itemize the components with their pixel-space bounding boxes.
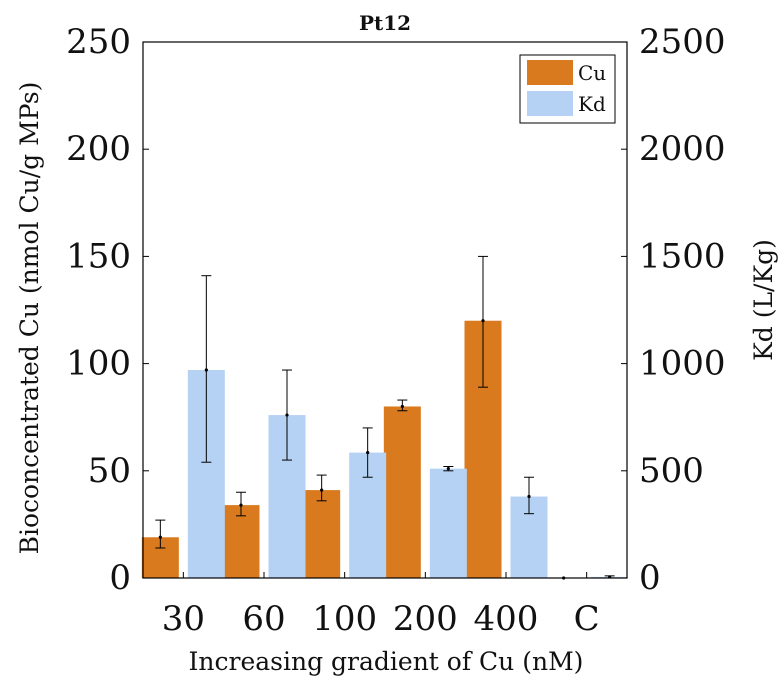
x-tick-label: 200 — [393, 599, 458, 639]
errorbar-cu-100 — [316, 474, 327, 502]
y-right-tick-label: 0 — [639, 558, 661, 598]
mean-dot-kd-30 — [204, 368, 208, 372]
legend-swatch-kd — [527, 91, 573, 116]
bars-layer — [141, 320, 629, 578]
y-left-tick-label: 250 — [66, 22, 131, 62]
y-left-tick-label: 100 — [66, 344, 131, 384]
mean-dot-cu-30 — [158, 535, 162, 539]
errorbar-kd-30 — [201, 275, 212, 463]
errorbar-cu-200 — [397, 399, 408, 412]
errorbar-cu-30 — [155, 519, 166, 549]
y-axis-title-left: Bioconcentrated Cu (nmol Cu/g MPs) — [15, 82, 44, 555]
y-left-tick-label: 200 — [66, 129, 131, 169]
mean-dot-cu-100 — [320, 488, 324, 492]
legend: Cu Kd — [519, 54, 616, 124]
bar-kd-200 — [429, 468, 467, 578]
errorbar-cu-400 — [478, 255, 488, 388]
errorbar-kd-100 — [362, 427, 373, 478]
x-tick-label: C — [574, 599, 600, 639]
y-right-tick-label: 1000 — [639, 344, 726, 384]
y-right-tick-label: 2500 — [639, 22, 726, 62]
mean-dot-kd-400 — [527, 494, 531, 499]
mean-dot-cu-200 — [400, 404, 404, 409]
errorbar-kd-200 — [443, 466, 454, 472]
mean-dot-kd-60 — [285, 413, 289, 417]
bar-cu-100 — [303, 490, 341, 578]
x-axis-title: Increasing gradient of Cu (nM) — [189, 647, 584, 676]
y-left-tick-label: 150 — [66, 236, 131, 276]
mean-dot-kd-200 — [446, 467, 450, 471]
y-left-tick-label: 0 — [109, 558, 131, 598]
legend-label-cu: Cu — [578, 61, 606, 85]
errorbar-cu-60 — [236, 491, 246, 517]
x-tick-label: 60 — [242, 599, 285, 639]
mean-dot-cu-60 — [239, 503, 243, 507]
legend-label-kd: Kd — [578, 92, 606, 116]
x-tick-label: 100 — [312, 599, 377, 639]
errorbar-kd-400 — [524, 476, 534, 515]
y-right-tick-label: 2000 — [639, 129, 726, 169]
y-axis-title-right: Kd (L/Kg) — [749, 239, 778, 361]
mean-dot-cu-400 — [481, 319, 485, 323]
x-tick-label: 30 — [162, 599, 205, 639]
plot-frame — [142, 41, 628, 579]
legend-swatch-cu — [527, 60, 573, 85]
y-right-tick-label: 500 — [639, 451, 704, 491]
errorbar-kd-60 — [282, 369, 292, 461]
mean-dot-kd-100 — [366, 450, 370, 455]
bar-cu-60 — [222, 505, 260, 578]
chart-title: Pt12 — [359, 11, 411, 35]
bar-cu-200 — [383, 406, 421, 578]
y-right-tick-label: 1500 — [639, 236, 726, 276]
y-left-tick-label: 50 — [88, 451, 131, 491]
x-tick-label: 400 — [474, 599, 539, 639]
